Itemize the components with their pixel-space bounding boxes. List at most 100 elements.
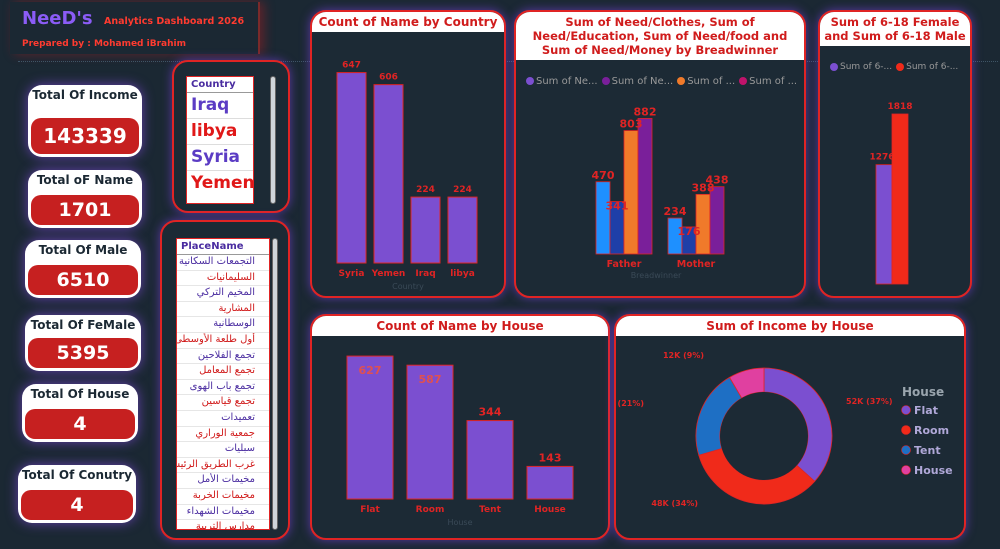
data-label: 470 <box>592 169 615 182</box>
legend-dot <box>739 77 748 85</box>
kpi-label: Total Of Conutry <box>21 468 133 482</box>
bar <box>875 164 893 285</box>
data-label: 176 <box>678 225 701 238</box>
legend-entry[interactable]: Sum of ... <box>739 76 797 87</box>
data-label: 224 <box>453 185 472 195</box>
slicer-header: Country <box>187 77 253 93</box>
header: NeeD's Analytics Dashboard 2026 Prepared… <box>10 2 260 54</box>
slicer-item-place[interactable]: تجمع قياسين <box>177 395 269 411</box>
legend-label: Sum of 6-... <box>906 62 959 72</box>
chart-title: Sum of Need/Clothes, Sum of Need/Educati… <box>516 12 804 60</box>
slicer-item-place[interactable]: مدارس التربية <box>177 520 269 529</box>
kpi-value: 6510 <box>28 265 138 295</box>
bar <box>709 186 725 255</box>
legend-label: Sum of Ne... <box>611 76 674 87</box>
axis-label: Breadwinner <box>631 271 682 280</box>
divider <box>18 61 998 62</box>
slicer-item-place[interactable]: مخيمات الأمل <box>177 473 269 489</box>
kpi-total-name: Total oF Name 1701 <box>28 170 142 228</box>
legend-entry[interactable]: Sum of ... <box>677 76 735 87</box>
slicer-item-place[interactable]: غرب الطريق الرئيسي <box>177 458 269 474</box>
income-chart-panel: Sum of Income by House 52K (37%) 48K (34%… <box>614 314 966 540</box>
data-label: 627 <box>359 364 382 377</box>
slicer-item-place[interactable]: تجمع باب الهوى <box>177 380 269 396</box>
tick-label: Room <box>416 505 445 515</box>
slicer-item-iraq[interactable]: Iraq <box>187 93 253 119</box>
data-label: 803 <box>620 118 643 131</box>
slice-label: 52K (37%) <box>846 397 893 406</box>
legend-dot <box>901 445 911 455</box>
legend-dot <box>677 77 686 85</box>
legend-entry[interactable]: Sum of Ne... <box>601 76 674 87</box>
data-label: 344 <box>479 406 502 419</box>
place-slicer[interactable]: PlaceName التجمعات السكانية السليمانيات ال… <box>176 238 270 530</box>
place-list: التجمعات السكانية السليمانيات المخيم الترك… <box>177 255 269 529</box>
slice-label: 12K (9%) <box>663 351 704 360</box>
bar-tent <box>466 420 514 500</box>
kpi-value: 4 <box>21 490 133 520</box>
data-label: 1818 <box>887 102 912 112</box>
data-label: 224 <box>416 185 435 195</box>
data-label: 606 <box>379 73 398 83</box>
slicer-item-place[interactable]: تجمع المعامل <box>177 364 269 380</box>
bar-yemen <box>373 84 404 264</box>
slicer-item-place[interactable]: السليمانيات <box>177 271 269 287</box>
slicer-item-place[interactable]: المخيم التركي <box>177 286 269 302</box>
slicer-item-place[interactable]: تعميدات <box>177 411 269 427</box>
slicer-item-place[interactable]: التجمعات السكانية <box>177 255 269 271</box>
kpi-value: 5395 <box>28 338 138 368</box>
bar-room <box>406 364 454 500</box>
legend-dot <box>601 77 610 85</box>
prepared-by: Prepared by : Mohamed iBrahim <box>22 39 186 49</box>
legend-title: House <box>902 385 944 399</box>
bar-flat <box>346 355 394 500</box>
slicer-item-place[interactable]: مخيمات الخربة <box>177 489 269 505</box>
slicer-item-yemen[interactable]: Yemen <box>191 173 255 193</box>
slicer-item-place[interactable]: مخيمات الشهداء <box>177 505 269 521</box>
kpi-value: 143339 <box>31 118 139 154</box>
country-slicer[interactable]: Country Iraq libya Syria Yemen <box>186 76 255 204</box>
income-donut-chart: 52K (37%) 48K (34%) 30K (21%) 12K (9%) House… <box>616 351 953 508</box>
slicer-item-place[interactable]: تجمع الفلاحين <box>177 349 269 365</box>
slicer-item-libya[interactable]: libya <box>187 119 253 145</box>
slicer-item-place[interactable]: المشارية <box>177 302 269 318</box>
legend-entry[interactable]: Sum of Ne... <box>526 76 598 87</box>
kpi-label: Total Of Male <box>38 243 128 257</box>
axis-label: House <box>447 518 472 527</box>
kpi-total-country: Total Of Conutry 4 <box>18 465 136 523</box>
kpi-total-house: Total Of House 4 <box>22 384 138 442</box>
legend-label: Tent <box>914 444 941 457</box>
slicer-item-place[interactable]: سبليات <box>177 442 269 458</box>
slicer-item-place[interactable]: جمعية الوراري <box>177 427 269 443</box>
legend-label: Sum of ... <box>687 76 736 87</box>
kpi-total-income: Total Of Income 143339 <box>28 85 142 157</box>
legend-entry[interactable]: Sum of 6-... <box>896 62 958 72</box>
donut-hole <box>720 392 808 480</box>
slicer-header: PlaceName <box>177 239 269 255</box>
tick-label: Yemen <box>371 269 406 279</box>
legend-entry[interactable]: Sum of 6-... <box>830 62 892 72</box>
country-chart-panel: Count of Name by Country 647 Syria 606 Yeme… <box>310 10 506 298</box>
slicer-item-syria[interactable]: Syria <box>187 145 253 171</box>
data-label: 143 <box>539 451 562 464</box>
house-bar-chart: 627 Flat 587 Room 344 Tent 143 House House <box>346 355 574 527</box>
country-slicer-panel: Country Iraq libya Syria Yemen <box>172 60 290 213</box>
country-bar-chart: 647 Syria 606 Yemen 224 Iraq 224 libya Country <box>336 61 478 291</box>
tick-label: House <box>534 505 566 515</box>
slicer-item-place[interactable]: الوسطانية <box>177 317 269 333</box>
slicer-item-place[interactable]: أول طلعة الأوسطى <box>177 333 269 349</box>
country-slicer-scrollbar[interactable] <box>270 76 276 204</box>
data-label: 1276 <box>869 153 894 163</box>
kpi-label: Total Of FeMale <box>30 318 136 332</box>
bar <box>623 130 639 255</box>
legend-dot <box>901 465 911 475</box>
house-chart-panel: Count of Name by House 627 Flat 587 Room 344… <box>310 314 610 540</box>
axis-label: Country <box>392 282 424 291</box>
kpi-value: 4 <box>25 409 135 439</box>
place-slicer-scrollbar[interactable] <box>272 238 278 530</box>
legend-dot <box>830 62 838 71</box>
legend-dot <box>901 405 911 415</box>
legend-label: Room <box>914 424 949 437</box>
gender-chart-panel: Sum of 6-18 Female and Sum of 6-18 Male … <box>818 10 972 298</box>
